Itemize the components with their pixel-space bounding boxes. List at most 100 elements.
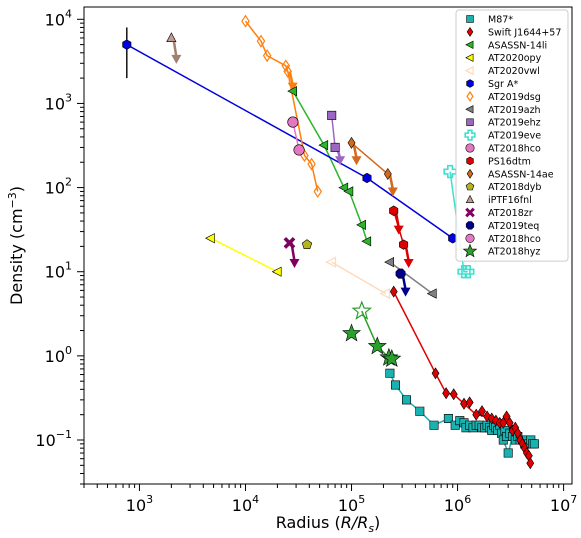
series-asassn-14ae <box>347 136 392 181</box>
arrow-head <box>287 82 298 92</box>
arrow-head <box>351 156 362 166</box>
legend-entry-ps16dtm: PS16dtm <box>466 156 531 167</box>
legend-entry-at2019teq: AT2019teq <box>465 221 539 232</box>
legend-entry-at2018hyz: AT2018hyz <box>462 243 540 258</box>
data-point <box>426 288 437 299</box>
legend-marker <box>466 79 474 88</box>
legend-marker <box>466 156 474 166</box>
legend-marker <box>465 182 475 191</box>
legend-entry-at2018hco: AT2018hco <box>465 143 541 155</box>
data-point <box>415 406 425 416</box>
legend-entry-at2020opy: AT2020opy <box>465 53 542 64</box>
arrow-asassn-14ae <box>351 142 362 166</box>
series-at2019ehz <box>327 110 340 152</box>
data-point <box>487 412 496 425</box>
data-point <box>429 420 439 430</box>
x-axis-label-text: Radius (R/Rs) <box>276 513 381 535</box>
legend-marker <box>464 129 476 141</box>
data-point <box>293 144 305 156</box>
legend-label: AT2018hco <box>488 144 541 155</box>
series-line-at2019eve <box>449 171 468 273</box>
data-point <box>461 264 475 279</box>
legend-entry-at2019ehz: AT2019ehz <box>466 118 541 129</box>
data-point <box>367 336 387 355</box>
data-point <box>325 256 337 268</box>
legend-box <box>455 9 569 262</box>
data-point <box>283 236 296 249</box>
series-at2018hyz <box>342 300 402 368</box>
data-point <box>271 266 282 277</box>
legend-label: iPTF16fnl <box>488 195 532 206</box>
legend-label: Swift J1644+57 <box>488 27 561 38</box>
legend-marker <box>465 194 475 203</box>
arrow-asassn-14ae <box>387 173 398 197</box>
arrow-head <box>335 156 346 166</box>
legend-label: AT2018hyz <box>488 247 540 258</box>
series-at2019eve <box>443 164 475 279</box>
series-at2020opy <box>205 233 282 277</box>
legend-entry-asassn-14li: ASASSN-14li <box>465 40 547 51</box>
data-point <box>443 164 457 179</box>
data-point <box>362 172 372 184</box>
legend-entry-at2020vwl: AT2020vwl <box>464 65 540 77</box>
x-axis-label-end: ) <box>374 513 380 532</box>
data-point <box>526 457 535 470</box>
data-point <box>483 410 492 423</box>
y-tick-label: 101 <box>45 260 72 282</box>
series-ps16dtm <box>389 205 409 250</box>
series-line-at2020vwl <box>331 261 387 295</box>
data-point <box>318 140 329 151</box>
x-tick-label: 103 <box>126 493 153 515</box>
data-point <box>122 39 132 50</box>
data-point <box>347 136 356 149</box>
data-point <box>327 110 337 120</box>
series-iptf16fnl <box>166 32 177 43</box>
legend-label: AT2020vwl <box>488 66 540 77</box>
arrow-head <box>393 225 404 235</box>
data-point <box>379 287 391 300</box>
legend-label: AT2018dyb <box>488 182 541 193</box>
x-tick-label: 105 <box>338 493 365 515</box>
data-point <box>503 448 513 458</box>
legend-marker <box>465 40 474 49</box>
x-axis-label: Radius (R/Rs) <box>276 513 381 535</box>
data-point <box>330 142 340 152</box>
legend-marker <box>465 207 475 218</box>
y-axis-label: Density (cm−3) <box>6 186 26 305</box>
data-point <box>338 182 349 193</box>
data-point <box>205 233 215 244</box>
legend-entry-sgr-a: Sgr A* <box>466 79 518 90</box>
upper-limit-arrows <box>171 37 414 297</box>
data-point <box>442 387 451 400</box>
legend-label: AT2019dsg <box>488 92 541 103</box>
series-at2018zr <box>283 236 296 249</box>
legend-entry-at2018dyb: AT2018dyb <box>465 182 541 193</box>
legend-label: AT2019azh <box>488 105 541 116</box>
data-point <box>460 397 468 410</box>
data-point <box>384 257 395 268</box>
legend-marker <box>466 26 474 37</box>
legend-marker <box>465 221 475 230</box>
x-axis-label-sub: s <box>368 522 374 535</box>
data-point <box>301 239 313 249</box>
data-point <box>287 86 298 97</box>
arrow-head <box>403 259 414 269</box>
series-swift-j1644-57 <box>389 285 535 470</box>
x-tick-label: 106 <box>444 493 471 515</box>
data-point <box>241 14 250 28</box>
series-at2020vwl <box>325 256 391 300</box>
data-point <box>382 348 402 368</box>
series-at2019teq <box>395 268 406 279</box>
data-point <box>287 116 299 128</box>
legend-entry-at2019eve: AT2019eve <box>464 129 541 142</box>
data-point <box>478 405 486 418</box>
y-tick-label: 103 <box>45 91 72 113</box>
data-point <box>256 34 266 48</box>
legend-entry-at2018zr: AT2018zr <box>465 207 533 219</box>
legend-label: AT2019ehz <box>488 118 541 129</box>
arrow-shaft <box>388 173 395 190</box>
series-markers <box>122 14 539 470</box>
legend-marker <box>465 105 474 114</box>
legend-marker <box>462 243 478 258</box>
legend-marker <box>464 65 474 76</box>
